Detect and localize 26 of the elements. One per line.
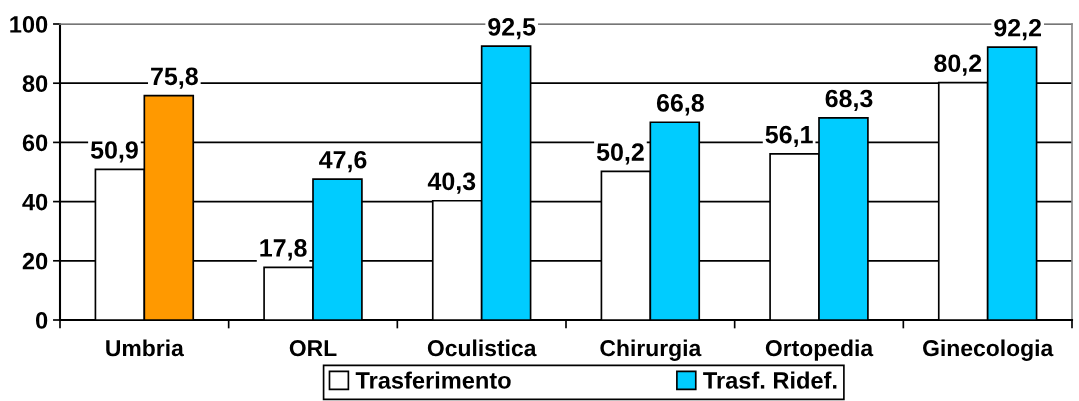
x-tick-label: ORL xyxy=(289,340,337,357)
y-tick-label: 0 xyxy=(36,312,48,329)
x-tick-label: Oculistica xyxy=(427,339,537,357)
x-tick-label: Ginecologia xyxy=(923,339,1054,361)
data-label: 56,1 xyxy=(765,125,813,148)
y-tick-label: 80 xyxy=(22,75,48,92)
data-label: 80,2 xyxy=(934,54,982,76)
x-tick-label: Chirurgia xyxy=(600,339,702,361)
data-label: 66,8 xyxy=(656,94,704,116)
data-label: 47,6 xyxy=(319,150,367,173)
legend-label: Trasferimento xyxy=(355,371,511,389)
y-tick-label: 100 xyxy=(10,16,48,33)
x-tick-label: Ortopedia xyxy=(765,339,874,361)
legend-label: Trasf. Ridef. xyxy=(703,371,837,389)
data-label: 50,2 xyxy=(596,143,644,165)
data-label: 92,2 xyxy=(994,18,1042,41)
data-label: 17,8 xyxy=(260,239,307,261)
data-label: 40,3 xyxy=(427,172,476,194)
y-tick-label: 60 xyxy=(22,134,48,152)
data-label: 75,8 xyxy=(151,67,198,89)
y-tick-label: 40 xyxy=(22,193,48,211)
data-label: 50,9 xyxy=(90,141,138,163)
y-tick-label: 20 xyxy=(22,252,48,270)
data-label: 68,3 xyxy=(825,89,873,111)
x-tick-label: Umbria xyxy=(106,339,184,357)
data-label: 92,5 xyxy=(488,18,536,40)
